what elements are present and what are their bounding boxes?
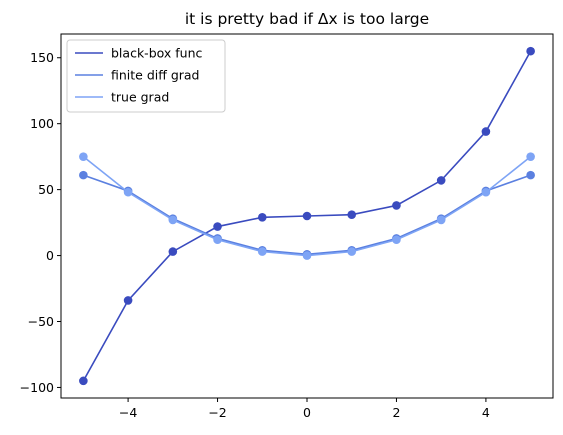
series-3-point: [124, 188, 133, 197]
chart-title: it is pretty bad if Δx is too large: [185, 10, 429, 28]
series-1-point: [169, 247, 178, 256]
y-tick-label: 150: [30, 50, 54, 65]
series-3-point: [347, 247, 356, 256]
series-1-point: [213, 222, 222, 231]
x-tick-label: 2: [392, 405, 400, 420]
series-3-point: [169, 216, 178, 225]
legend-label: black-box func: [111, 46, 203, 61]
series-1-point: [437, 176, 446, 185]
y-tick-label: −100: [20, 380, 54, 395]
series-3-point: [392, 235, 401, 244]
series-1-point: [79, 377, 88, 386]
series-3-point: [437, 216, 446, 225]
series-1-point: [482, 127, 491, 136]
series-1-point: [258, 213, 267, 222]
series-1-point: [526, 47, 535, 56]
y-tick-label: 0: [46, 248, 54, 263]
y-tick-label: −50: [28, 314, 54, 329]
series-1-point: [347, 210, 356, 219]
series-3-point: [213, 235, 222, 244]
series-3-point: [526, 152, 535, 161]
x-tick-label: −2: [208, 405, 226, 420]
series-3-line: [83, 157, 530, 256]
series-3-point: [482, 188, 491, 197]
series-1-point: [392, 201, 401, 210]
x-tick-label: −4: [119, 405, 137, 420]
series-2-point: [526, 171, 535, 180]
series-3-point: [258, 247, 267, 256]
y-tick-label: 100: [30, 116, 54, 131]
legend-label: finite diff grad: [111, 68, 200, 83]
series-3: [79, 152, 535, 260]
legend: black-box func finite diff grad true grad: [67, 40, 225, 112]
y-tick-label: 50: [38, 182, 54, 197]
series-2-point: [79, 171, 88, 180]
series-3-point: [79, 152, 88, 161]
x-tick-label: 4: [482, 405, 490, 420]
series-1-point: [124, 296, 133, 305]
x-tick-label: 0: [303, 405, 311, 420]
series-1-point: [303, 212, 312, 221]
series-3-point: [303, 251, 312, 260]
legend-label: true grad: [111, 90, 169, 105]
